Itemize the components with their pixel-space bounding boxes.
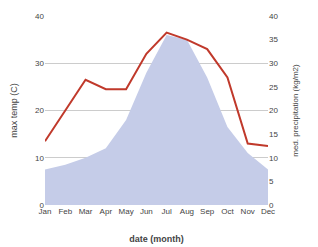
- svg-text:Mar: Mar: [79, 207, 93, 216]
- svg-text:Apr: Apr: [100, 207, 113, 216]
- svg-text:med. precipitation (kg/m2): med. precipitation (kg/m2): [291, 64, 300, 157]
- svg-text:40: 40: [269, 12, 278, 21]
- svg-text:35: 35: [269, 35, 278, 44]
- svg-text:0: 0: [269, 201, 274, 210]
- svg-text:Sep: Sep: [200, 207, 215, 216]
- svg-text:Oct: Oct: [221, 207, 234, 216]
- svg-text:10: 10: [35, 154, 44, 163]
- svg-text:40: 40: [35, 12, 44, 21]
- svg-text:30: 30: [269, 59, 278, 68]
- svg-text:20: 20: [269, 106, 278, 115]
- svg-text:10: 10: [269, 154, 278, 163]
- svg-text:date (month): date (month): [129, 234, 184, 244]
- svg-text:30: 30: [35, 59, 44, 68]
- svg-text:max temp (C): max temp (C): [9, 83, 19, 138]
- svg-text:Dec: Dec: [261, 207, 275, 216]
- svg-text:Jul: Jul: [162, 207, 172, 216]
- svg-text:Feb: Feb: [58, 207, 72, 216]
- svg-text:5: 5: [269, 177, 274, 186]
- svg-text:25: 25: [269, 83, 278, 92]
- svg-text:15: 15: [269, 130, 278, 139]
- svg-text:May: May: [119, 207, 134, 216]
- svg-text:Jun: Jun: [140, 207, 153, 216]
- svg-text:Aug: Aug: [180, 207, 194, 216]
- svg-text:Jan: Jan: [39, 207, 52, 216]
- svg-text:0: 0: [40, 201, 45, 210]
- svg-text:20: 20: [35, 106, 44, 115]
- svg-text:Nov: Nov: [241, 207, 255, 216]
